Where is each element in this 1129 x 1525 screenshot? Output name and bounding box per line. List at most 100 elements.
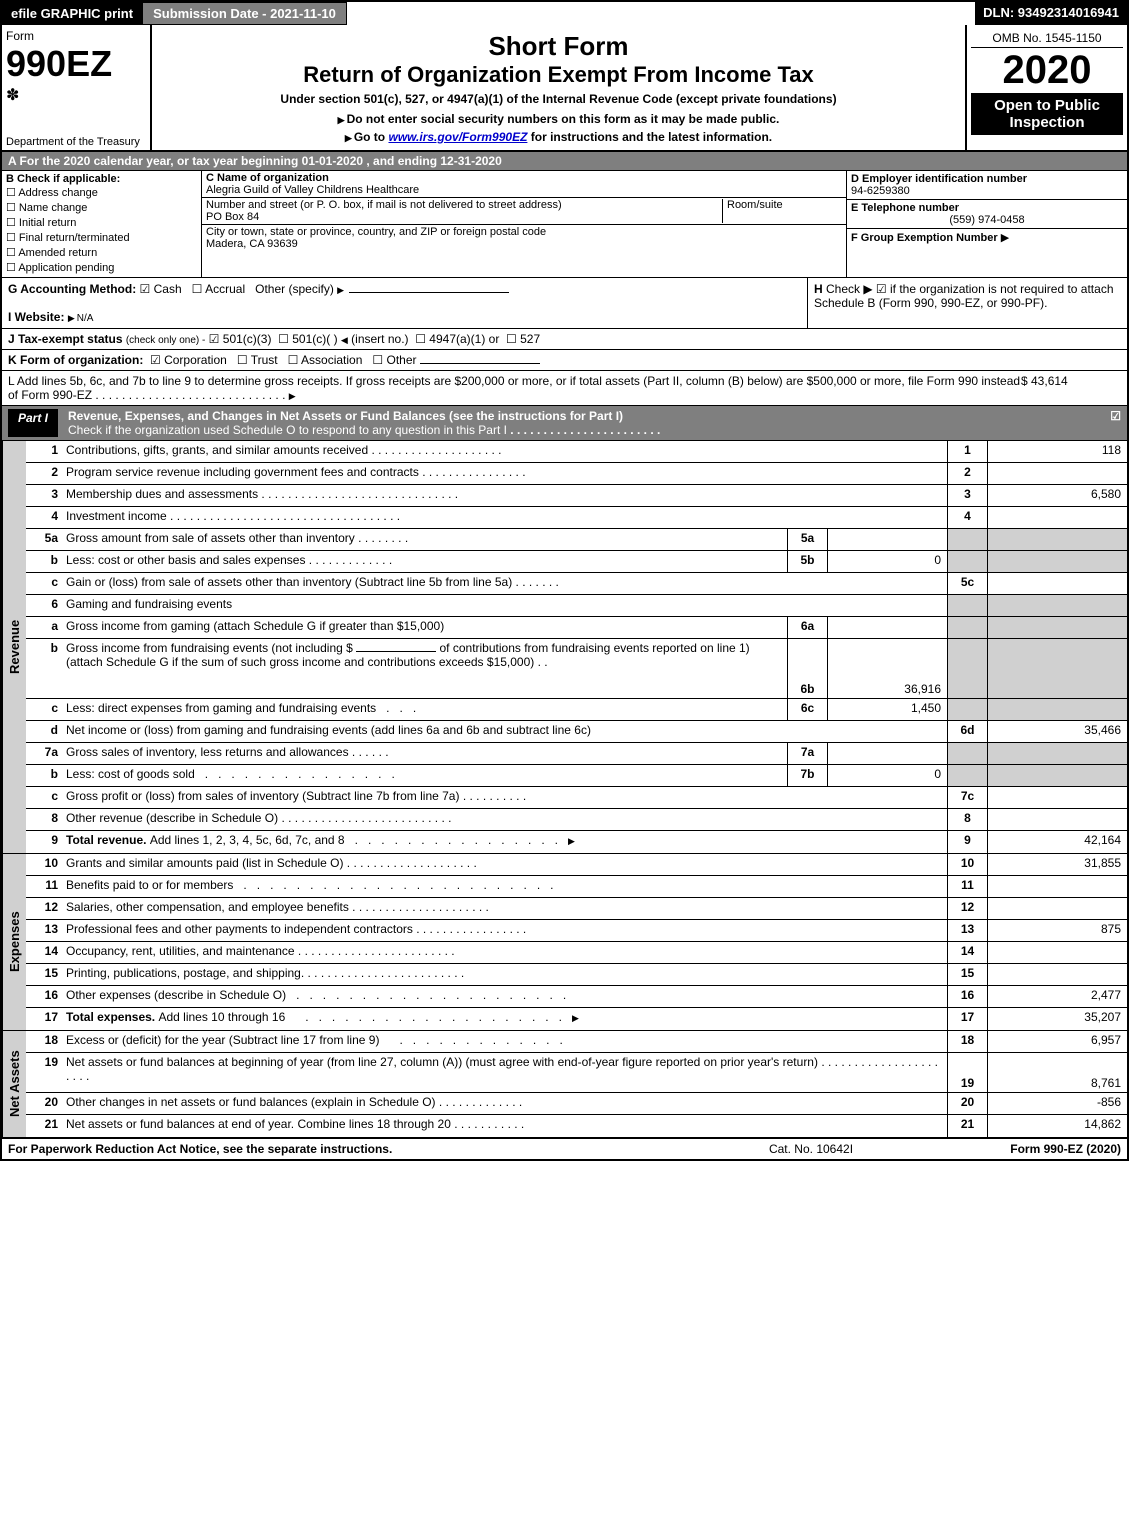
c-label: C Name of organization xyxy=(206,172,842,184)
check-4947[interactable]: 4947(a)(1) or xyxy=(415,332,499,346)
check-accrual[interactable]: Accrual xyxy=(192,282,245,296)
org-info-section: B Check if applicable: Address change Na… xyxy=(2,171,1127,278)
part1-title: Revenue, Expenses, and Changes in Net As… xyxy=(68,409,1110,437)
check-501c[interactable]: 501(c)( ) xyxy=(278,332,337,346)
line-ref: 6d xyxy=(947,721,987,742)
check-name-change[interactable]: Name change xyxy=(6,200,197,215)
check-application-pending[interactable]: Application pending xyxy=(6,260,197,275)
subline-amount xyxy=(827,743,947,764)
line-num: 10 xyxy=(26,854,62,875)
j-label: J Tax-exempt status xyxy=(8,332,123,346)
expenses-table: 10 Grants and similar amounts paid (list… xyxy=(26,854,1127,1030)
subline-amount: 0 xyxy=(827,765,947,786)
line-num: d xyxy=(26,721,62,742)
part1-check-text: Check if the organization used Schedule … xyxy=(68,423,507,437)
subline-ref: 6c xyxy=(787,699,827,720)
line-ref: 2 xyxy=(947,463,987,484)
gray-cell xyxy=(947,639,987,698)
line-num: 11 xyxy=(26,876,62,897)
line-8: 8 Other revenue (describe in Schedule O)… xyxy=(26,809,1127,831)
group-exemption-row: F Group Exemption Number ▶ xyxy=(847,229,1127,246)
line-amount: 6,580 xyxy=(987,485,1127,506)
check-527[interactable]: 527 xyxy=(506,332,540,346)
line-ref: 13 xyxy=(947,920,987,941)
check-initial-return[interactable]: Initial return xyxy=(6,215,197,230)
line-desc: Professional fees and other payments to … xyxy=(66,922,413,936)
line-6d: d Net income or (loss) from gaming and f… xyxy=(26,721,1127,743)
check-amended-return[interactable]: Amended return xyxy=(6,245,197,260)
line-num: b xyxy=(26,551,62,572)
f-arrow: ▶ xyxy=(1001,232,1009,244)
gray-cell xyxy=(947,595,987,616)
line-amount: 35,207 xyxy=(987,1008,1127,1030)
check-final-return[interactable]: Final return/terminated xyxy=(6,230,197,245)
subline-ref: 6b xyxy=(787,639,827,698)
room-suite: Room/suite xyxy=(722,199,842,223)
line-ref: 14 xyxy=(947,942,987,963)
revenue-section: Revenue 1 Contributions, gifts, grants, … xyxy=(2,441,1127,854)
phone-value: (559) 974-0458 xyxy=(851,214,1123,226)
accounting-method: G Accounting Method: Cash Accrual Other … xyxy=(2,278,807,328)
i-label: I Website: xyxy=(8,310,64,324)
submission-date: Submission Date - 2021-11-10 xyxy=(142,2,347,25)
street-label: Number and street (or P. O. box, if mail… xyxy=(206,199,722,211)
line-desc: Net income or (loss) from gaming and fun… xyxy=(62,721,947,742)
form-ref-year: (2020) xyxy=(1083,1142,1121,1156)
line-ref: 3 xyxy=(947,485,987,506)
line-desc: Benefits paid to or for members xyxy=(66,878,233,892)
check-other-org[interactable]: Other xyxy=(372,353,416,367)
h-section: H Check ▶ ☑ if the organization is not r… xyxy=(807,278,1127,328)
check-trust[interactable]: Trust xyxy=(237,353,278,367)
line-desc: Occupancy, rent, utilities, and maintena… xyxy=(66,944,295,958)
subline-ref: 5b xyxy=(787,551,827,572)
line-5a: 5a Gross amount from sale of assets othe… xyxy=(26,529,1127,551)
goto-prefix: Go to xyxy=(354,130,389,144)
line-9: 9 Total revenue. Add lines 1, 2, 3, 4, 5… xyxy=(26,831,1127,853)
h-label: H xyxy=(814,282,823,296)
check-cash[interactable]: Cash xyxy=(140,282,182,296)
expenses-section: Expenses 10 Grants and similar amounts p… xyxy=(2,854,1127,1031)
line-ref: 4 xyxy=(947,507,987,528)
l-amount: $ 43,614 xyxy=(1021,374,1121,402)
line-13: 13 Professional fees and other payments … xyxy=(26,920,1127,942)
check-address-change[interactable]: Address change xyxy=(6,185,197,200)
line-ref: 9 xyxy=(947,831,987,853)
efile-print-button[interactable]: efile GRAPHIC print xyxy=(2,2,142,25)
irs-link[interactable]: www.irs.gov/Form990EZ xyxy=(388,130,527,144)
gray-cell xyxy=(947,699,987,720)
revenue-table: 1 Contributions, gifts, grants, and simi… xyxy=(26,441,1127,853)
netassets-side-label: Net Assets xyxy=(2,1031,26,1137)
header-center: Short Form Return of Organization Exempt… xyxy=(152,25,967,150)
check-corporation[interactable]: Corporation xyxy=(150,353,227,367)
other-org-input[interactable] xyxy=(420,363,540,364)
b-label: B Check if applicable: xyxy=(6,173,197,185)
open-public-badge: Open to Public Inspection xyxy=(971,93,1123,135)
line-12: 12 Salaries, other compensation, and emp… xyxy=(26,898,1127,920)
gray-cell xyxy=(987,595,1127,616)
f-label: F Group Exemption Number xyxy=(851,232,998,244)
gray-cell xyxy=(947,551,987,572)
subline-amount xyxy=(827,617,947,638)
cat-number: Cat. No. 10642I xyxy=(681,1142,941,1156)
line-num: 18 xyxy=(26,1031,62,1052)
e-label: E Telephone number xyxy=(851,202,1123,214)
form-ref-prefix: Form xyxy=(1010,1142,1043,1156)
section-b-checks: B Check if applicable: Address change Na… xyxy=(2,171,202,277)
other-specify-input[interactable] xyxy=(349,292,509,293)
line-ref: 21 xyxy=(947,1115,987,1137)
check-association[interactable]: Association xyxy=(288,353,363,367)
gray-cell xyxy=(987,529,1127,550)
line-num: 3 xyxy=(26,485,62,506)
part1-checkbox[interactable]: ☑ xyxy=(1110,409,1121,437)
line-desc: Other revenue (describe in Schedule O) xyxy=(66,811,278,825)
gray-cell xyxy=(947,765,987,786)
contrib-input[interactable] xyxy=(356,651,436,652)
line-num: c xyxy=(26,699,62,720)
h-text: Check ▶ ☑ if the organization is not req… xyxy=(814,282,1114,310)
check-501c3[interactable]: 501(c)(3) xyxy=(209,332,272,346)
street-row: Number and street (or P. O. box, if mail… xyxy=(202,198,846,225)
line-ref: 8 xyxy=(947,809,987,830)
line-num: b xyxy=(26,639,62,698)
line-16: 16 Other expenses (describe in Schedule … xyxy=(26,986,1127,1008)
line-5b: b Less: cost or other basis and sales ex… xyxy=(26,551,1127,573)
